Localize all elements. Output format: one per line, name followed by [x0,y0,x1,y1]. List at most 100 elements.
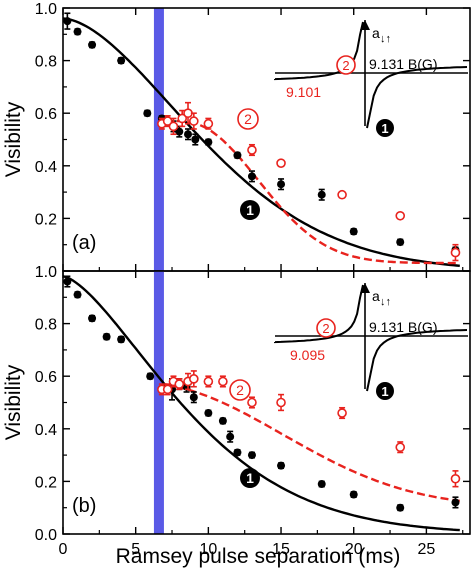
data-point-series-1 [247,172,256,181]
data-point-series-1 [277,180,286,189]
data-point-series-1 [146,372,155,381]
x-tick-label: 0 [59,541,68,558]
inset-state-1-label: 1 [381,384,388,399]
data-point-series-1 [233,448,242,457]
data-point-series-1 [349,227,358,236]
series-2-marker-label [237,108,259,130]
series-2-label: 2 [236,382,244,398]
data-point-series-1 [204,138,213,147]
series-1-label: 1 [246,470,254,486]
highlight-band [153,8,164,271]
inset-pole-value: 9.095 [290,347,325,363]
fit-curve-series-2 [164,383,460,503]
series-1-marker-label [240,468,260,488]
panel-label: (b) [72,495,96,517]
data-point-series-1 [117,335,126,344]
data-point-series-1 [317,480,326,489]
data-point-series-1 [63,277,72,286]
data-point-series-1 [102,332,111,341]
data-point-series-1 [277,461,286,470]
inset-state-2-label: 2 [342,58,349,73]
plot-frame [62,7,471,272]
data-point-series-2 [276,158,286,168]
inset-state-2-marker [336,55,356,75]
x-axis-label: Ramsey pulse separation (ms) [116,545,401,568]
data-point-series-2 [189,116,199,126]
data-point-series-1 [349,490,358,499]
data-point-series-1 [73,27,82,36]
data-point-series-1 [396,238,405,247]
data-point-series-1 [184,130,193,139]
data-point-series-2 [174,379,185,389]
series-2-marker-label [229,379,251,401]
data-point-series-1 [63,17,72,26]
data-point-series-1 [117,56,126,65]
data-point-series-1 [396,503,405,512]
data-point-series-1 [88,40,97,49]
inset-field-label: 9.131 B(G) [369,319,437,335]
data-point-series-1 [88,314,97,323]
fit-curve-series-1 [62,275,460,532]
data-point-series-2 [247,145,257,155]
data-point-series-2 [450,473,461,484]
y-axis-label: Visibility [2,101,25,177]
y-tick-label: 0.8 [35,317,57,334]
y-tick-label: 0.6 [35,106,57,123]
series-1-label: 1 [246,202,254,218]
data-point-series-2 [177,113,187,124]
data-point-series-2 [203,376,214,387]
x-tick-label: 25 [417,541,435,558]
data-point-series-2 [189,374,199,384]
x-tick-label: 15 [272,541,290,558]
inset-state-1-marker [376,382,394,400]
inset-y-label: a [372,288,380,304]
x-tick-label: 5 [131,541,140,558]
fit-curve-series-2 [164,119,460,265]
inset-state-2-marker [316,318,336,338]
inset-field-label: 9.131 B(G) [369,56,437,72]
data-point-series-1 [191,135,200,144]
data-point-series-2 [218,376,228,387]
data-point-series-1 [73,290,82,299]
plot-frame [62,270,471,535]
data-point-series-1 [175,127,184,136]
series-2-label: 2 [244,111,252,127]
y-tick-label: 0.2 [35,474,57,491]
data-point-series-1 [451,498,460,507]
y-axis-label: Visibility [2,364,25,440]
data-point-series-1 [189,393,198,402]
data-point-series-1 [143,109,152,118]
y-tick-label: 0.4 [35,422,57,439]
inset-y-subscript: ↓↑ [380,296,391,308]
data-point-series-2 [337,189,347,200]
data-point-series-1 [233,151,242,160]
panel-a: 0.2 0.4 0.6 0.8 1.0 Visibility (a) 1 2 a ↓↑ 9.131 B… [2,1,471,272]
highlight-band [153,271,164,534]
data-point-series-2 [395,442,406,453]
inset-curve [366,66,468,129]
data-point-series-2 [337,408,347,418]
x-tick-label: 10 [199,541,217,558]
data-point-series-2 [162,116,173,126]
x-tick-label: 20 [345,541,363,558]
panel-b: 0 5 10 15 20 25 0.0 0.2 0.4 0.6 0.8 1.0 Visibility (b… [2,264,471,558]
data-point-series-2 [450,247,461,258]
y-tick-label: 0.2 [35,211,57,228]
data-point-series-2 [247,397,257,408]
y-tick-label: 0.4 [35,159,57,176]
y-tick-label: 1.0 [35,264,57,281]
data-point-series-2 [168,121,179,132]
y-tick-label: 1.0 [35,1,57,18]
data-point-series-2 [183,108,193,118]
inset-curve [274,284,364,344]
y-tick-label: 0.0 [35,527,57,544]
y-tick-label: 0.8 [35,54,57,71]
inset-y-subscript: ↓↑ [380,33,391,45]
data-point-series-1 [317,190,326,199]
series-1-marker-label [240,200,260,220]
y-tick-label: 0.6 [35,369,57,386]
data-point-series-1 [226,432,235,441]
data-point-series-2 [203,118,214,129]
data-point-series-2 [276,397,286,408]
